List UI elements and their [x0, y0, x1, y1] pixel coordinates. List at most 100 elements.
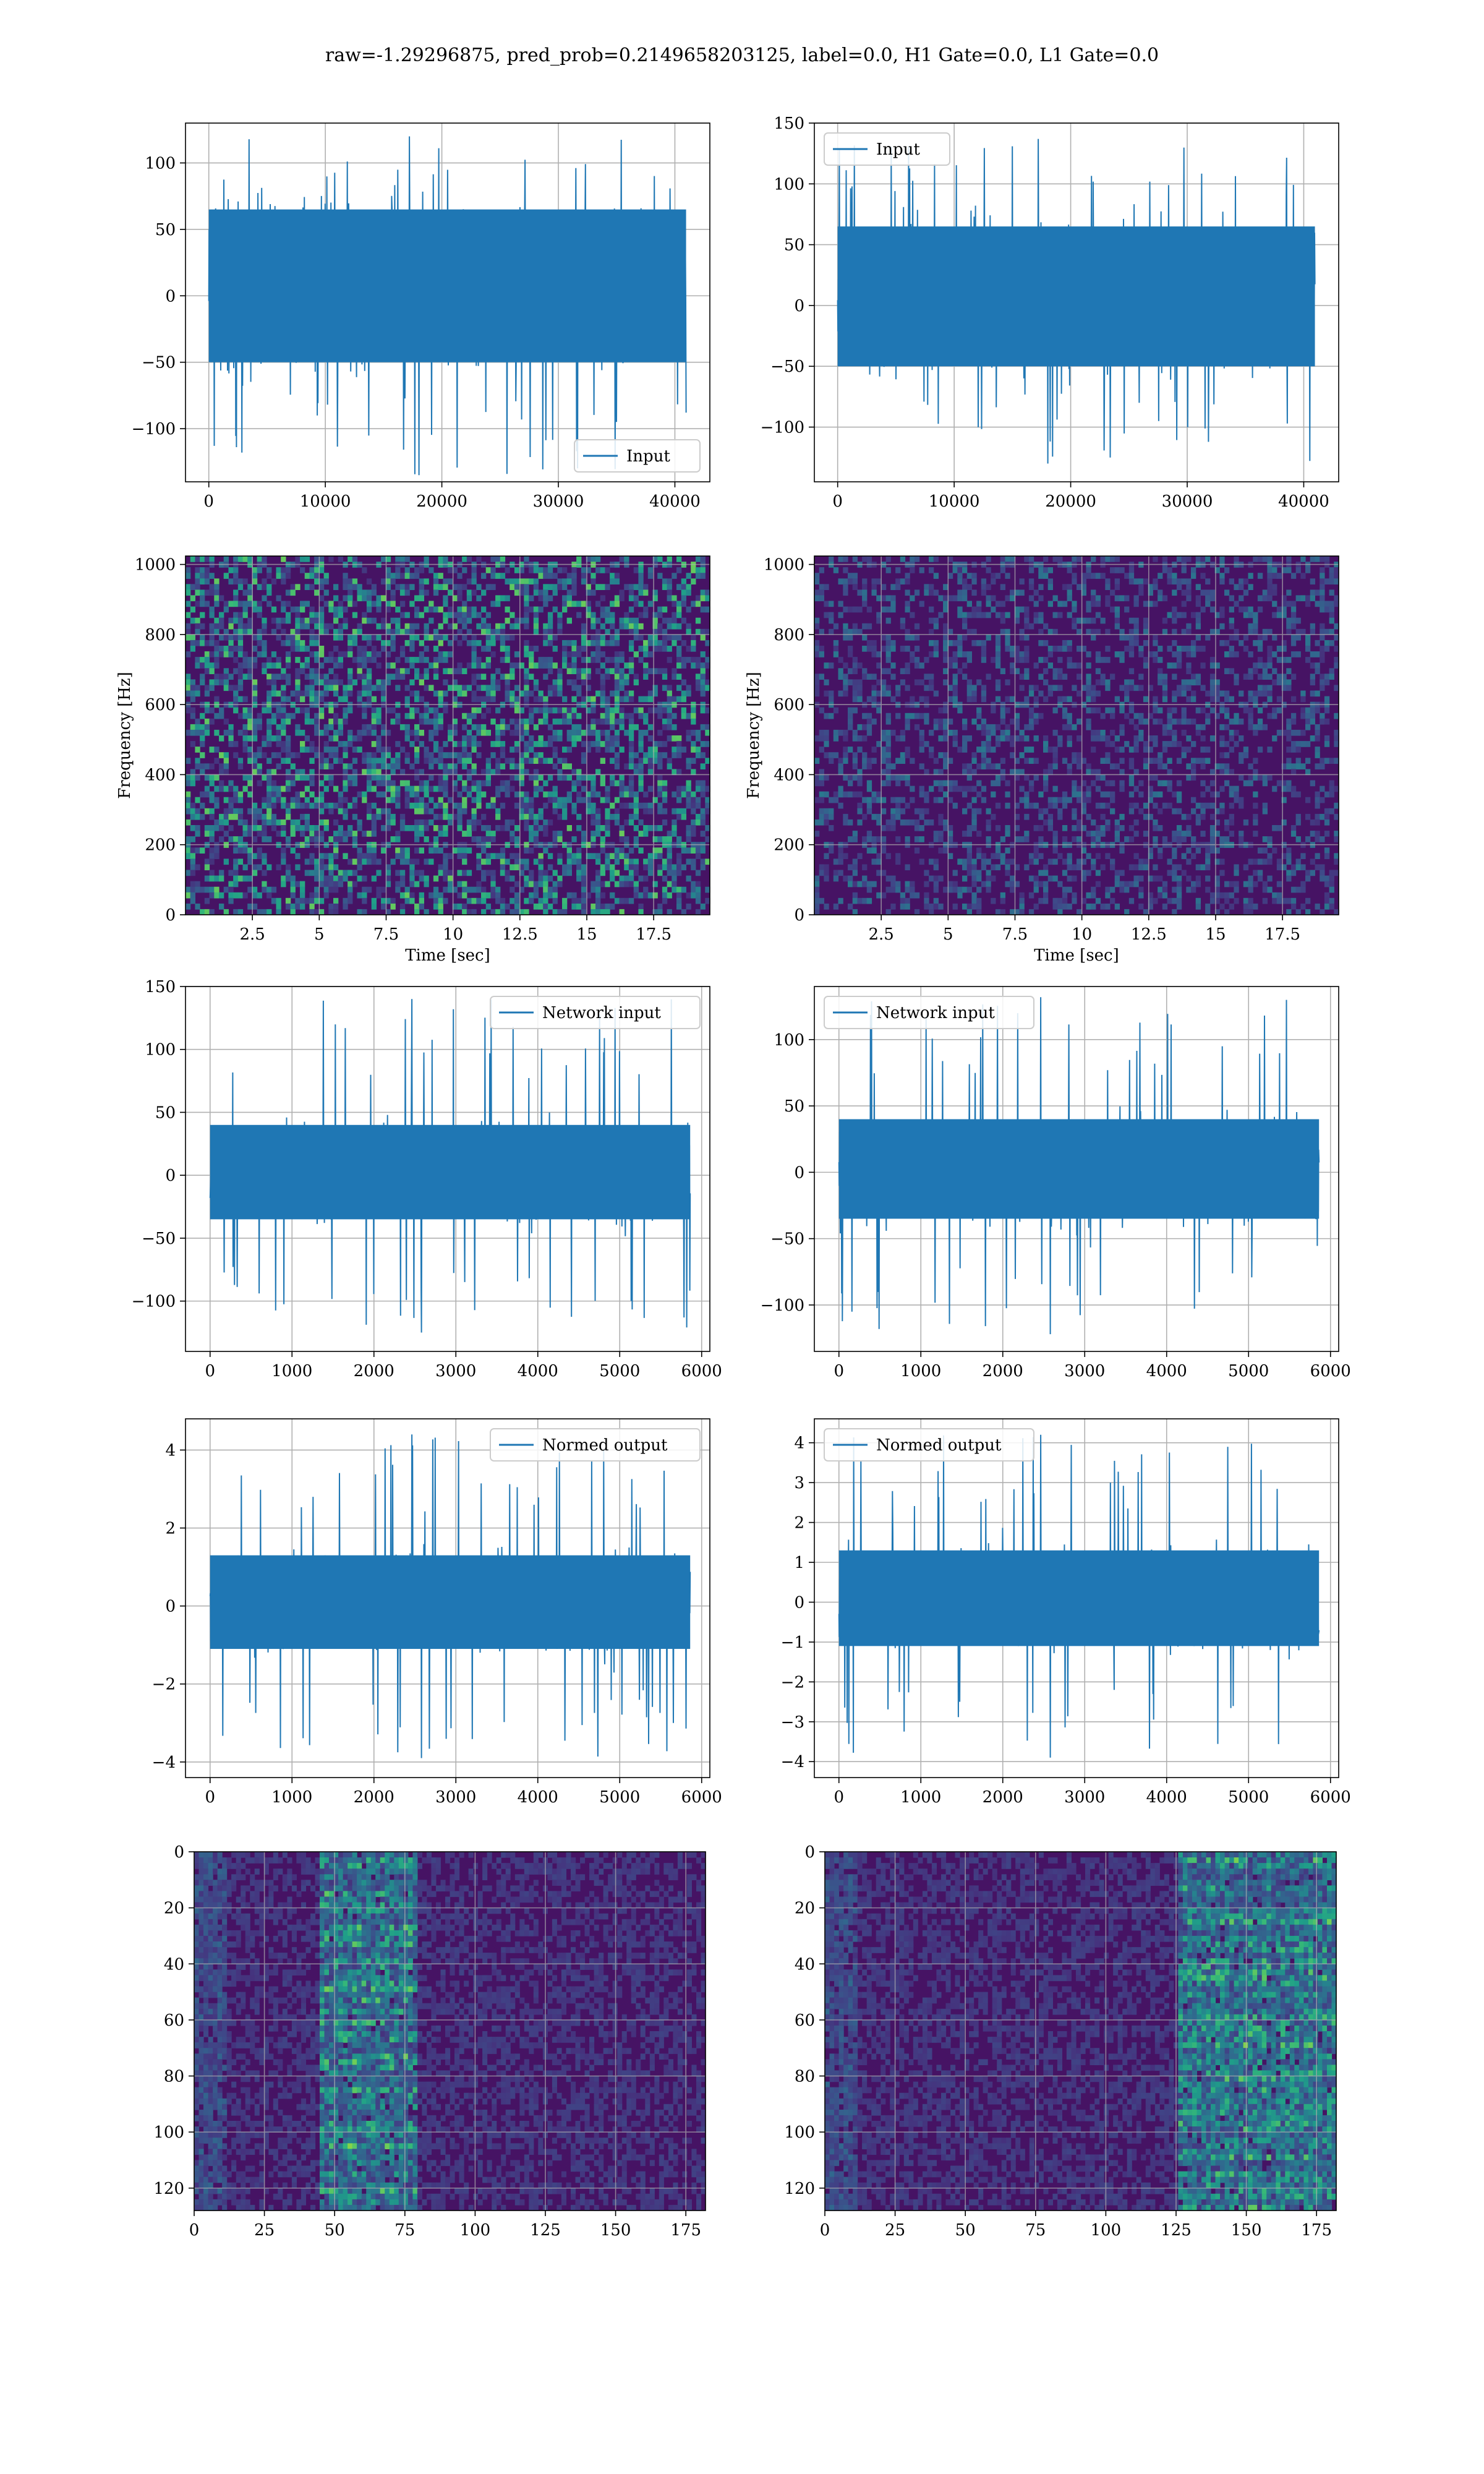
spec-l1-axes: 2.5 5 7.5 10 12.5 15 17.5 0 200 400 600 800 1000	[764, 556, 1300, 944]
norm-l1-legend-box	[824, 1428, 1034, 1462]
net-h1-ytick-label: −100	[132, 1293, 176, 1311]
feat-l1-ytick-label: 80	[795, 2068, 815, 2086]
input-l1-ytick-label: −50	[770, 357, 804, 376]
norm-h1-legend-label: Normed output	[542, 1436, 668, 1455]
feat-l1-cells	[825, 1852, 1337, 2211]
net-h1-xtick-label: 4000	[518, 1362, 558, 1380]
norm-h1-ytick-label: 0	[165, 1598, 176, 1616]
net-l1-xtick-label: 1000	[900, 1362, 941, 1380]
spec-h1-xtick-label: 7.5	[373, 925, 399, 944]
feat-l1-xtick-label: 75	[1025, 2221, 1046, 2240]
spec-l1-xtick-label: 5	[943, 925, 953, 944]
spec-h1-xtick-label: 15	[576, 925, 597, 944]
spec-l1-frame	[814, 555, 1339, 915]
spec-h1-frame	[185, 555, 710, 915]
net-h1-frame	[185, 986, 710, 1352]
net-h1-xtick-label: 3000	[435, 1362, 476, 1380]
spec-h1-ytick-label: 1000	[135, 556, 176, 575]
spec-h1-xtick-label: 2.5	[239, 925, 265, 944]
net-l1-legend-label: Network input	[876, 1004, 995, 1022]
norm-l1-xtick-label: 2000	[983, 1788, 1023, 1807]
input-h1-ytick-label: 0	[165, 287, 176, 306]
spec-l1-grid	[814, 556, 1339, 915]
norm-l1-ytick-label: 1	[794, 1554, 804, 1572]
norm-h1-xtick-label: 4000	[518, 1788, 558, 1807]
feat-h1-ytick-label: 0	[174, 1843, 184, 1862]
spec-l1-ytick-label: 800	[774, 626, 804, 644]
spec-l1-ylabel: Frequency [Hz]	[744, 672, 763, 799]
net-l1-xtick-label: 2000	[983, 1362, 1023, 1380]
norm-l1-series-band	[838, 1550, 1320, 1646]
spec-l1-panel: 2.5 5 7.5 10 12.5 15 17.5 0 200 400 600 800 1000 Time…	[744, 555, 1339, 965]
feat-h1-grid	[194, 1851, 706, 2211]
spec-l1-xtick-label: 2.5	[868, 925, 893, 944]
norm-l1-legend: Normed output	[824, 1428, 1034, 1462]
norm-h1-panel: Normed output 0 1000 2000 3000 4000 5000 6000 −4…	[152, 1418, 722, 1807]
spec-h1-cells	[186, 556, 710, 915]
input-h1-series-band	[208, 209, 686, 362]
norm-h1-xtick-label: 1000	[271, 1788, 312, 1807]
spec-l1-ytick-label: 200	[774, 836, 804, 855]
input-l1-xtick-label: 30000	[1162, 492, 1213, 511]
spec-l1-xlabel: Time [sec]	[1034, 946, 1119, 965]
input-h1-ytick-label: 100	[145, 154, 176, 173]
norm-h1-xtick-label: 2000	[354, 1788, 394, 1807]
norm-l1-legend-label: Normed output	[876, 1436, 1002, 1455]
input-h1-ytick-label: 50	[155, 221, 176, 239]
spec-l1-xtick-label: 12.5	[1131, 925, 1167, 944]
feat-l1-xtick-label: 50	[955, 2221, 976, 2240]
norm-l1-ytick-label: 4	[794, 1434, 804, 1453]
feat-l1-ytick-label: 100	[784, 2123, 815, 2142]
feat-h1-xtick-label: 100	[460, 2221, 491, 2240]
norm-h1-ytick-label: 4	[165, 1441, 176, 1460]
feat-h1-xtick-label: 125	[530, 2221, 561, 2240]
net-l1-ytick-label: 0	[794, 1163, 804, 1182]
input-h1-xtick-label: 40000	[649, 492, 701, 511]
feat-h1-ytick-label: 40	[164, 1955, 184, 1974]
spec-h1-xtick-label: 17.5	[636, 925, 672, 944]
input-l1-ytick-label: 50	[784, 236, 804, 255]
norm-l1-panel: Normed output 0 1000 2000 3000 4000 5000 6000 −4…	[781, 1418, 1351, 1807]
spec-l1-xtick-label: 17.5	[1264, 925, 1300, 944]
net-h1-xtick-label: 2000	[354, 1362, 394, 1380]
input-l1-legend-box	[824, 132, 950, 166]
net-l1-xtick-label: 4000	[1146, 1362, 1187, 1380]
spec-h1-panel: 2.5 5 7.5 10 12.5 15 17.5 0 200 400 600 800 1000 Time…	[116, 555, 710, 965]
net-l1-legend: Network input	[824, 996, 1034, 1029]
net-l1-legend-box	[824, 996, 1034, 1029]
input-h1-legend: Input	[574, 439, 701, 473]
feat-h1-xtick-label: 50	[325, 2221, 345, 2240]
net-l1-ytick-label: 50	[784, 1097, 804, 1116]
input-l1-ytick-label: 100	[774, 175, 804, 194]
input-l1-legend-label: Input	[876, 140, 920, 159]
feat-l1-ytick-label: 60	[795, 2011, 815, 2030]
feat-h1-xtick-label: 175	[670, 2221, 701, 2240]
input-l1-xtick-label: 20000	[1045, 492, 1096, 511]
input-h1-panel: Input 0 10000 20000 30000 40000 −100 −50 0 50 100	[132, 122, 710, 511]
feat-l1-xtick-label: 100	[1091, 2221, 1122, 2240]
spec-l1-xtick-label: 10	[1072, 925, 1092, 944]
feat-l1-ytick-label: 120	[784, 2180, 815, 2198]
net-l1-series-band	[838, 1119, 1320, 1219]
net-l1-axes: 0 1000 2000 3000 4000 5000 6000 −100 −50 0 50 100	[761, 1031, 1351, 1380]
norm-h1-legend-box	[490, 1428, 701, 1462]
feat-h1-ytick-label: 80	[164, 2068, 184, 2086]
spec-h1-ytick-label: 0	[165, 906, 176, 925]
figure-title: raw=-1.29296875, pred_prob=0.21496582031…	[325, 45, 1159, 66]
input-l1-series-band	[837, 226, 1315, 367]
spec-h1-xlabel: Time [sec]	[405, 946, 490, 965]
norm-l1-ytick-label: −1	[781, 1633, 804, 1652]
spec-l1-ytick-label: 1000	[764, 556, 804, 575]
net-l1-ytick-label: −50	[770, 1230, 804, 1249]
input-h1-ytick-label: −100	[132, 420, 176, 439]
net-l1-xtick-label: 3000	[1064, 1362, 1105, 1380]
feat-h1-xtick-label: 25	[254, 2221, 275, 2240]
net-h1-xtick-label: 0	[205, 1362, 215, 1380]
norm-l1-ytick-label: −3	[781, 1713, 804, 1732]
spec-h1-ytick-label: 400	[145, 766, 176, 784]
norm-h1-legend: Normed output	[490, 1428, 701, 1462]
net-h1-ytick-label: −50	[142, 1230, 176, 1248]
net-h1-legend-label: Network input	[542, 1004, 661, 1022]
net-h1-xtick-label: 5000	[599, 1362, 640, 1380]
